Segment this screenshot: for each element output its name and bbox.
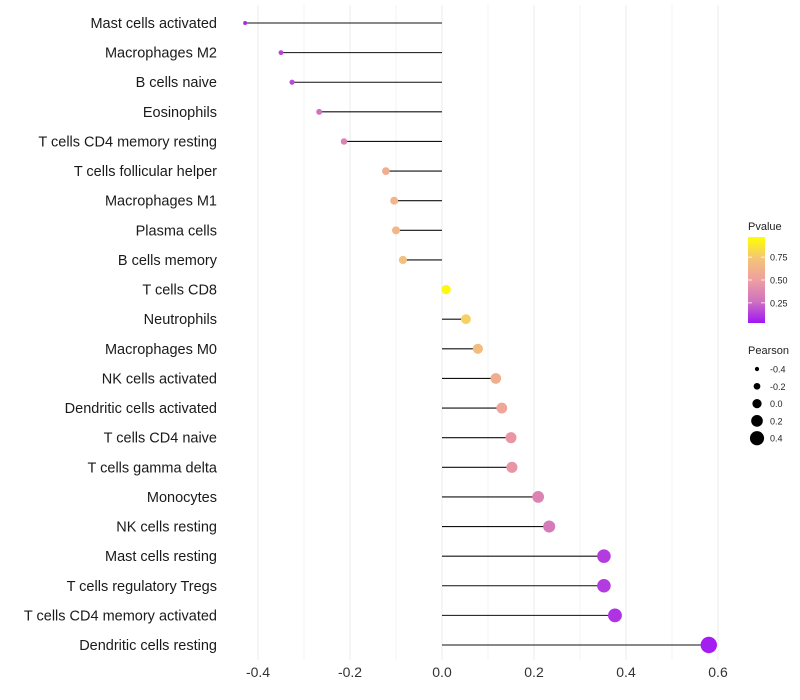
y-category-label: T cells CD8 bbox=[142, 283, 217, 299]
y-category-label: T cells regulatory Tregs bbox=[67, 579, 217, 595]
lollipop-point bbox=[532, 491, 545, 503]
size-legend-label: 0.0 bbox=[770, 399, 783, 409]
lollipop-point bbox=[316, 108, 323, 115]
lollipop-point bbox=[543, 520, 556, 533]
x-tick-label: 0.0 bbox=[432, 664, 452, 680]
y-category-label: T cells CD4 memory activated bbox=[24, 608, 217, 624]
lollipop-point bbox=[278, 50, 284, 56]
x-tick-label: 0.4 bbox=[616, 664, 636, 680]
lollipop-point bbox=[597, 578, 611, 593]
lollipop-point bbox=[597, 549, 611, 563]
lollipop-point bbox=[243, 21, 248, 25]
lollipop-point bbox=[382, 167, 390, 175]
y-category-label: T cells CD4 memory resting bbox=[38, 134, 217, 150]
size-legend-label: -0.4 bbox=[770, 365, 786, 375]
y-category-label: Macrophages M0 bbox=[105, 342, 217, 358]
lollipop-point bbox=[608, 608, 622, 623]
lollipop-point bbox=[490, 373, 502, 384]
lollipop-point bbox=[392, 226, 400, 235]
lollipop-point bbox=[505, 432, 517, 444]
lollipop-point bbox=[398, 255, 407, 265]
size-legend-point bbox=[749, 431, 765, 446]
y-category-label: B cells naive bbox=[136, 75, 217, 91]
lollipop-point bbox=[289, 79, 295, 85]
y-category-label: Neutrophils bbox=[144, 312, 217, 328]
y-category-label: Dendritic cells activated bbox=[65, 401, 217, 417]
y-category-label: B cells memory bbox=[118, 253, 218, 269]
lollipop-point bbox=[472, 343, 483, 354]
y-category-label: NK cells resting bbox=[116, 520, 217, 536]
y-category-label: NK cells activated bbox=[102, 371, 217, 387]
y-category-label: Mast cells resting bbox=[105, 549, 217, 565]
size-legend-point bbox=[751, 415, 763, 427]
colorbar-tick-label: 0.50 bbox=[770, 276, 788, 286]
pvalue-colorbar bbox=[748, 237, 765, 323]
y-category-label: T cells gamma delta bbox=[88, 460, 218, 476]
lollipop-point bbox=[390, 196, 399, 205]
colorbar-tick-label: 0.75 bbox=[770, 253, 788, 263]
x-tick-label: -0.4 bbox=[246, 664, 270, 680]
lollipop-point bbox=[340, 138, 348, 145]
size-legend-label: 0.4 bbox=[770, 434, 783, 444]
lollipop-point bbox=[700, 636, 717, 654]
y-category-label: Monocytes bbox=[147, 490, 217, 506]
legend-pvalue-title: Pvalue bbox=[748, 221, 782, 233]
y-category-label: Macrophages M2 bbox=[105, 46, 217, 62]
size-legend-point bbox=[752, 399, 762, 409]
y-category-label: Mast cells activated bbox=[90, 16, 217, 32]
y-category-label: T cells follicular helper bbox=[74, 164, 217, 180]
colorbar-tick-label: 0.25 bbox=[770, 298, 788, 308]
x-tick-label: 0.6 bbox=[708, 664, 728, 680]
lollipop-point bbox=[496, 402, 508, 414]
x-tick-label: -0.2 bbox=[338, 664, 362, 680]
y-category-label: Macrophages M1 bbox=[105, 194, 217, 210]
lollipop-point bbox=[441, 284, 451, 295]
y-category-label: Eosinophils bbox=[143, 105, 217, 121]
legend-pearson-title: Pearson bbox=[748, 345, 789, 357]
lollipop-point bbox=[460, 314, 471, 325]
size-legend-label: 0.2 bbox=[770, 416, 783, 426]
size-legend-label: -0.2 bbox=[770, 382, 786, 392]
y-category-label: Dendritic cells resting bbox=[79, 638, 217, 654]
size-legend-point bbox=[754, 366, 760, 372]
y-category-label: T cells CD4 naive bbox=[104, 431, 217, 447]
y-category-label: Plasma cells bbox=[136, 223, 217, 239]
x-tick-label: 0.2 bbox=[524, 664, 544, 680]
size-legend-point bbox=[753, 382, 761, 390]
lollipop-point bbox=[506, 461, 518, 473]
